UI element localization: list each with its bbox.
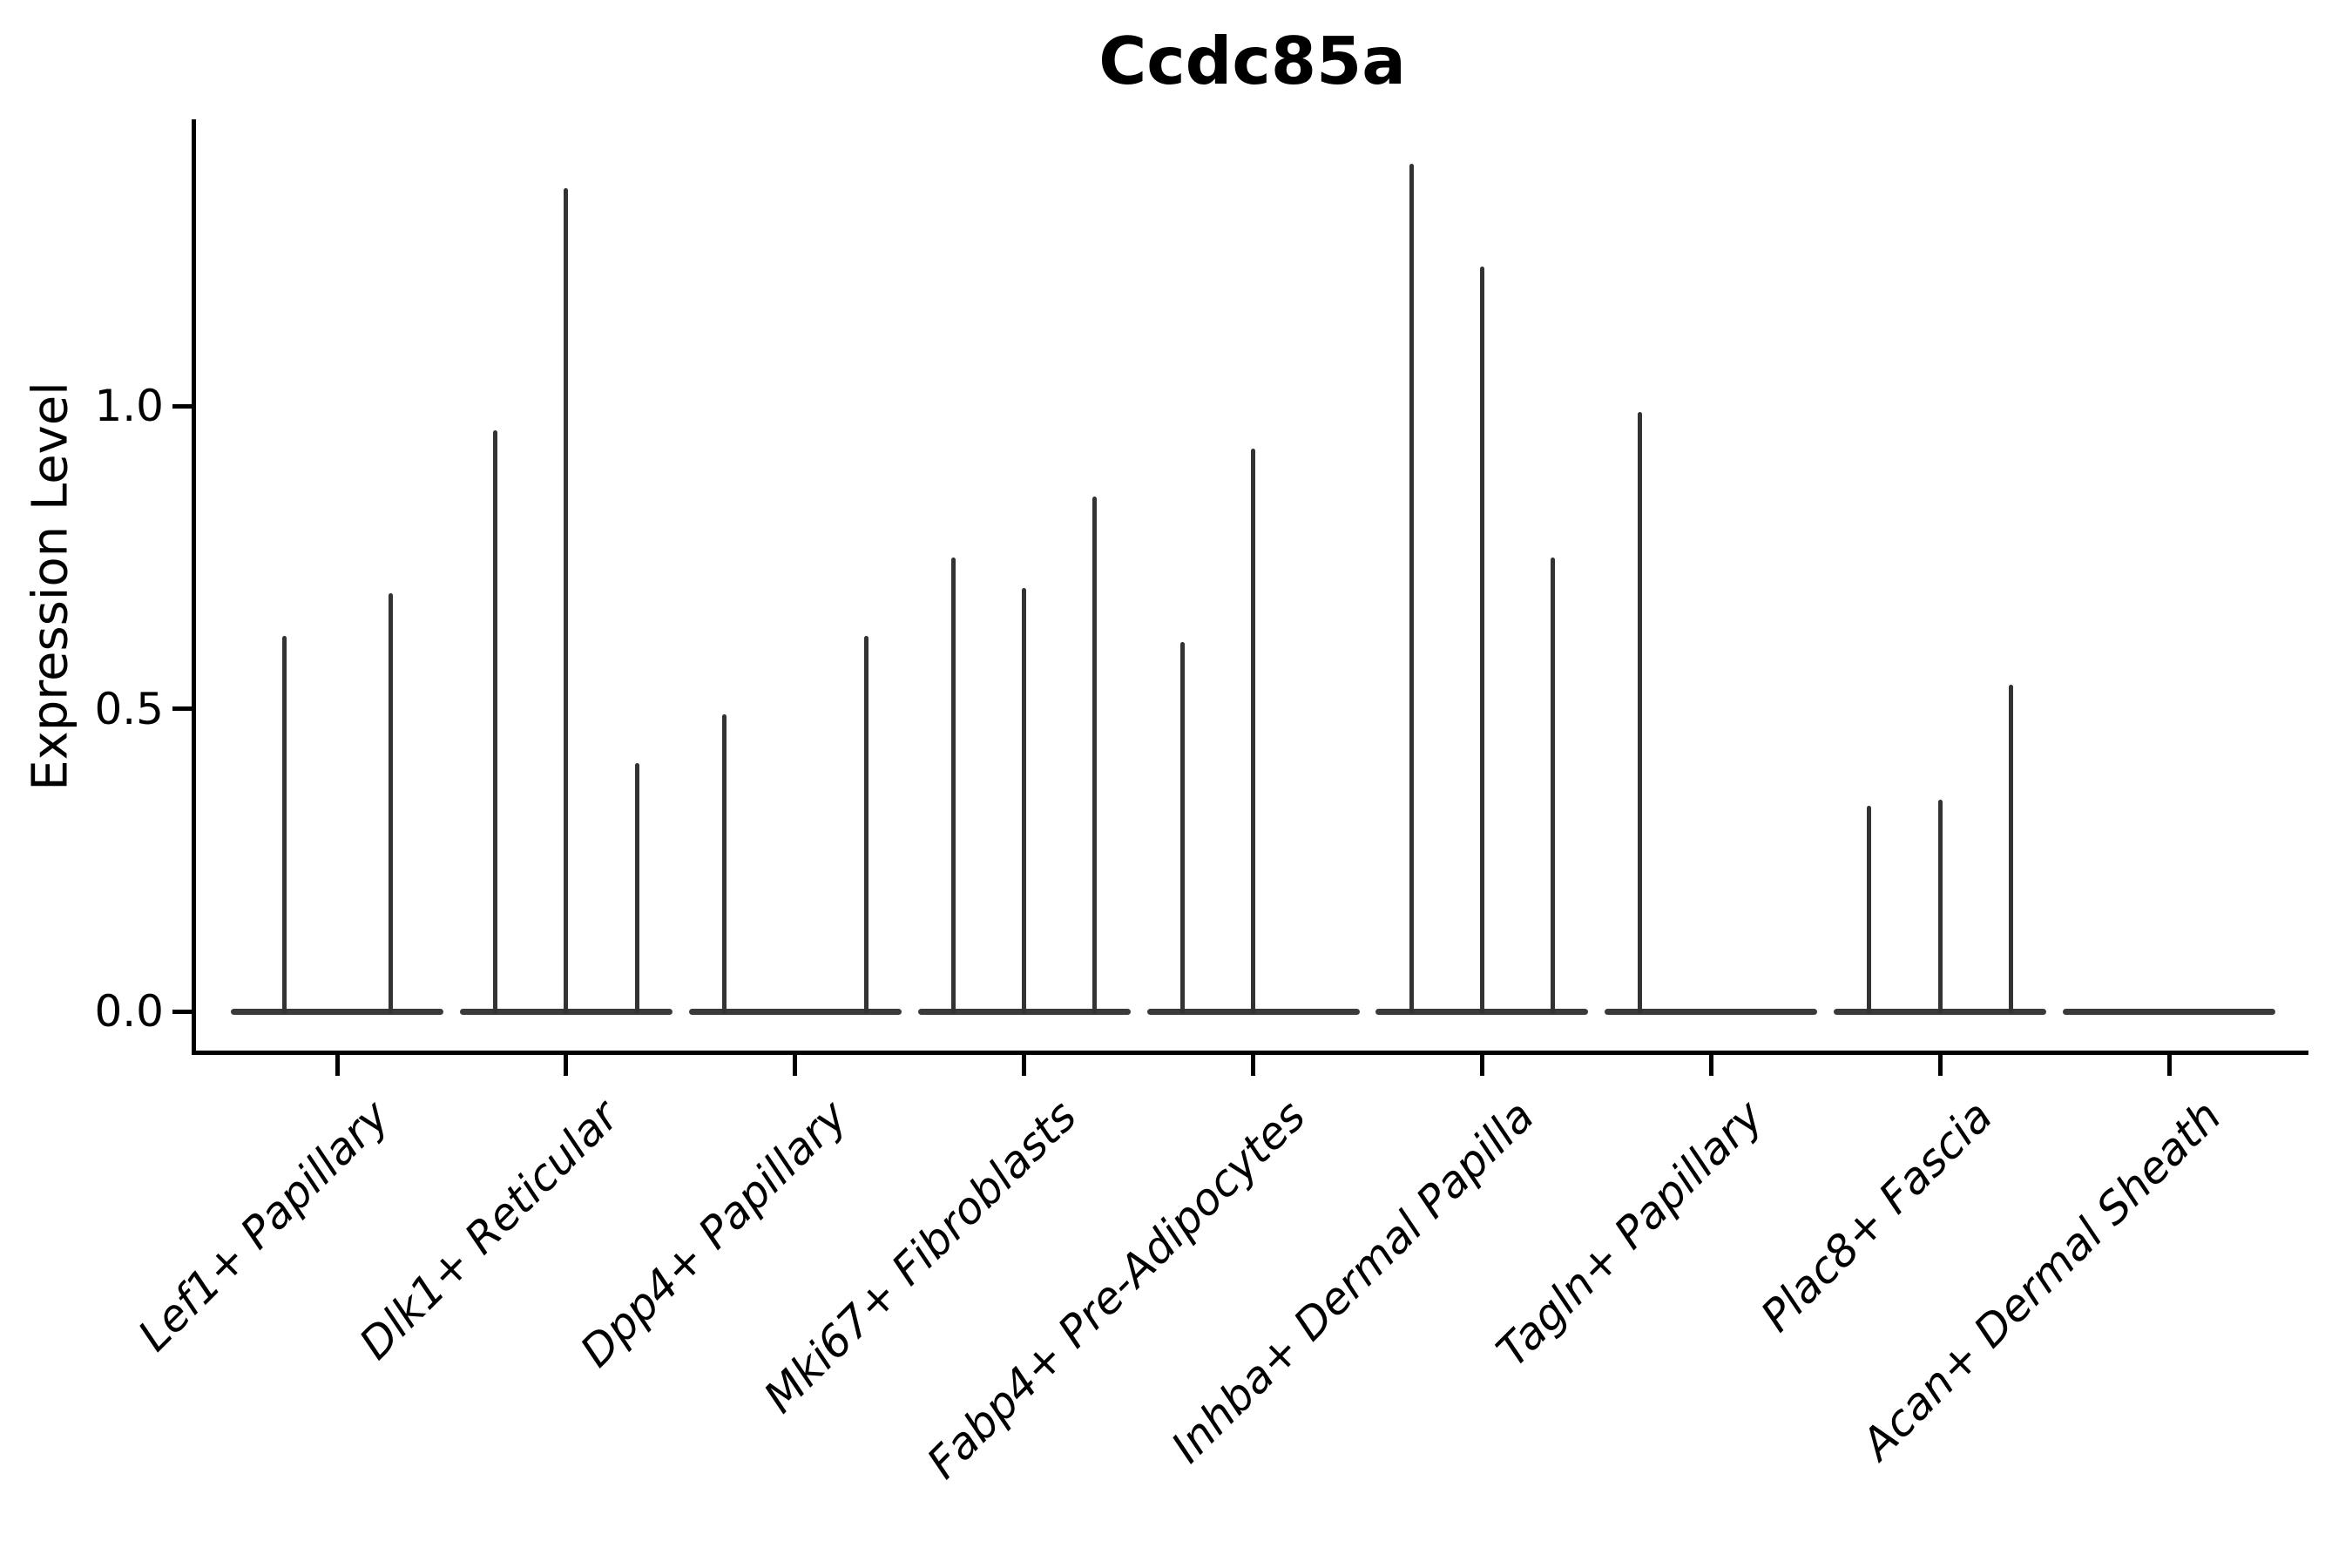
x-axis-spine [192, 1051, 2308, 1055]
x-tick-mark [1937, 1055, 1943, 1076]
y-tick-mark [172, 403, 194, 409]
y-tick-label: 0.0 [94, 986, 164, 1037]
violin-spike [388, 593, 393, 1014]
x-axis-category-label: Inhba+ Dermal Papilla [1161, 1091, 1544, 1473]
y-tick-label: 1.0 [94, 381, 164, 431]
x-tick-mark [1022, 1055, 1027, 1076]
x-axis-category-label: Lef1+ Papillary [128, 1091, 400, 1362]
violin-spike [1251, 448, 1255, 1014]
y-tick-mark [172, 1009, 194, 1014]
violin-spike [1409, 164, 1414, 1014]
violin-spike [493, 429, 498, 1014]
violin-spike [1638, 411, 1643, 1014]
violin-spike [1937, 799, 1943, 1014]
violin-spike [1551, 557, 1556, 1014]
violin-baseline [1605, 1008, 1818, 1015]
x-tick-mark [1708, 1055, 1713, 1076]
x-tick-mark [564, 1055, 569, 1076]
x-tick-mark [1479, 1055, 1484, 1076]
x-tick-mark [335, 1055, 340, 1076]
violin-spike [2008, 684, 2013, 1014]
violin-spike [634, 763, 639, 1014]
x-axis-category-label: Plac8+ Fascia [1751, 1091, 2003, 1342]
violin-baseline [2063, 1008, 2275, 1015]
violin-spike [281, 636, 287, 1014]
violin-spike [863, 636, 868, 1014]
violin-spike [1179, 642, 1185, 1014]
y-axis-spine [192, 119, 196, 1053]
violin-baseline [688, 1008, 902, 1015]
x-tick-mark [1251, 1055, 1255, 1076]
violin-spike [1092, 497, 1098, 1014]
x-tick-mark [2166, 1055, 2172, 1076]
x-axis-category-label: Fabp4+ Pre-Adipocytes [916, 1091, 1315, 1489]
y-tick-label: 0.5 [94, 683, 164, 734]
violin-spike [950, 557, 956, 1014]
y-tick-mark [172, 706, 194, 711]
violin-spike [721, 714, 727, 1014]
violin-spike [1479, 267, 1484, 1014]
violin-spike [1867, 805, 1872, 1014]
violin-spike [564, 187, 569, 1014]
violin-baseline [231, 1008, 443, 1015]
x-tick-mark [793, 1055, 798, 1076]
chart-title: Ccdc85a [1098, 23, 1406, 99]
violin-spike [1022, 587, 1027, 1014]
